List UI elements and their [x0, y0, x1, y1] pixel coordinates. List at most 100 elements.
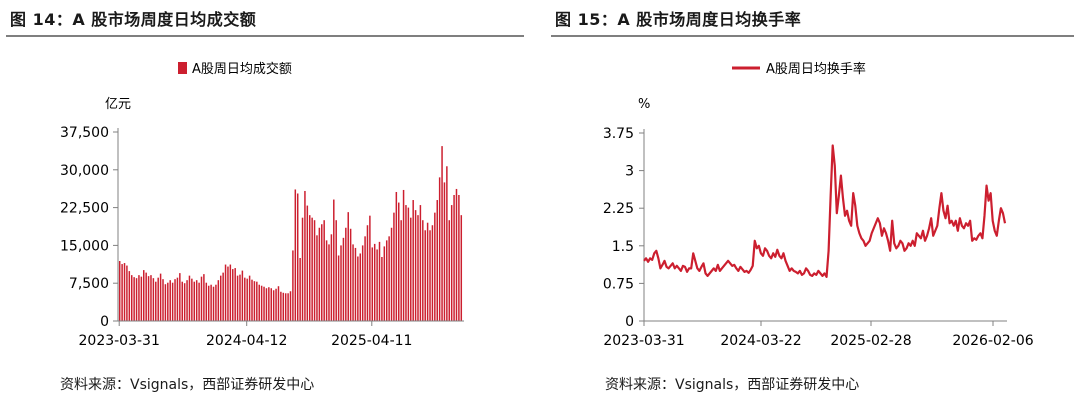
chart-title: 图 14：A 股市场周度日均成交额: [10, 10, 257, 29]
bar: [193, 281, 196, 321]
bar: [354, 247, 357, 321]
title-divider: [6, 35, 524, 37]
bar: [398, 202, 400, 321]
turnover-value-panel: 图 14：A 股市场周度日均成交额 A股周日均成交额 亿元 0 7,500 15,0…: [0, 0, 530, 409]
bar: [383, 246, 386, 321]
bar: [253, 281, 256, 321]
bar: [284, 293, 287, 321]
chart-title: 图 15：A 股市场周度日均换手率: [555, 10, 802, 29]
bar: [318, 227, 321, 321]
bar: [357, 256, 359, 321]
bar: [323, 220, 325, 321]
bar: [126, 265, 128, 321]
bar-chart: A股周日均成交额 亿元 0 7,500 15,000 22,500 30,000 37,5…: [60, 61, 464, 349]
bar: [241, 270, 244, 321]
y-tick-label: 0: [100, 314, 109, 330]
bar: [321, 224, 323, 321]
y-axis-unit: 亿元: [105, 97, 131, 112]
bar: [174, 279, 176, 321]
data-source: 资料来源：Vsignals，西部证券研发中心: [60, 377, 315, 393]
bar: [316, 235, 318, 321]
bar: [366, 225, 369, 321]
x-tick-label: 2023-03-31: [79, 333, 160, 349]
bar: [272, 290, 275, 321]
bar: [150, 275, 152, 321]
turnover-rate-panel: 图 15：A 股市场周度日均换手率 A股周日均换手率 % 0 0.75 1.5 2.2…: [545, 0, 1080, 409]
bar: [301, 217, 304, 321]
bar: [381, 256, 383, 321]
bar: [186, 280, 188, 321]
bar: [275, 288, 277, 321]
bar: [280, 291, 282, 321]
bar: [364, 236, 366, 321]
bar: [287, 293, 289, 321]
bar: [133, 277, 135, 321]
bar: [167, 282, 169, 321]
bar: [147, 276, 150, 321]
legend-label: A股周日均成交额: [192, 61, 292, 77]
bar: [121, 264, 123, 321]
y-tick-label: 2.25: [603, 201, 634, 217]
bar: [453, 195, 455, 321]
y-tick-label: 7,500: [69, 276, 109, 292]
bar: [123, 263, 126, 321]
bar: [183, 283, 186, 321]
bar: [143, 270, 145, 321]
bar: [335, 220, 337, 321]
bar: [378, 241, 381, 321]
bar: [256, 281, 258, 321]
bar: [407, 207, 410, 321]
bar: [164, 284, 167, 321]
bar: [258, 284, 260, 321]
bar: [422, 220, 424, 321]
bar: [224, 264, 227, 321]
bar: [244, 277, 246, 321]
bar: [296, 193, 299, 321]
y-tick-label: 22,500: [60, 201, 109, 217]
bar: [345, 227, 347, 321]
bar: [342, 237, 345, 321]
bar: [227, 266, 229, 321]
bar: [306, 205, 309, 321]
bar: [260, 285, 263, 321]
x-tick-label: 2026-02-06: [952, 333, 1033, 349]
bar: [169, 280, 171, 321]
bar: [434, 212, 436, 321]
bar: [195, 280, 198, 321]
bar: [337, 255, 340, 321]
bar: [282, 292, 285, 321]
bar: [207, 285, 210, 321]
bar: [385, 240, 388, 321]
bar: [325, 240, 328, 321]
bar: [412, 200, 414, 321]
bar: [414, 210, 417, 321]
bar: [333, 199, 335, 321]
y-tick-label: 1.5: [612, 239, 634, 255]
legend: A股周日均成交额: [178, 61, 292, 77]
bar: [405, 205, 407, 321]
bar: [152, 278, 155, 321]
bar: [251, 279, 253, 321]
bar: [450, 205, 453, 321]
bar: [215, 284, 217, 321]
bar: [232, 269, 234, 321]
x-tick-label: 2024-03-22: [720, 333, 801, 349]
bar: [248, 275, 251, 321]
bar: [118, 261, 121, 321]
bar: [219, 275, 222, 321]
y-tick-label: 15,000: [60, 238, 109, 254]
bar: [304, 190, 306, 321]
bar: [460, 215, 463, 321]
y-tick-label: 37,500: [60, 125, 109, 141]
bar: [179, 273, 181, 321]
bar: [130, 275, 133, 321]
bar: [393, 212, 395, 321]
y-tick-label: 0.75: [603, 276, 634, 292]
y-tick-label: 30,000: [60, 163, 109, 179]
bar: [369, 215, 371, 321]
bar: [145, 272, 147, 321]
bar: [373, 243, 376, 321]
y-axis-unit: %: [638, 97, 650, 112]
bar: [270, 288, 272, 321]
bar: [236, 275, 239, 321]
